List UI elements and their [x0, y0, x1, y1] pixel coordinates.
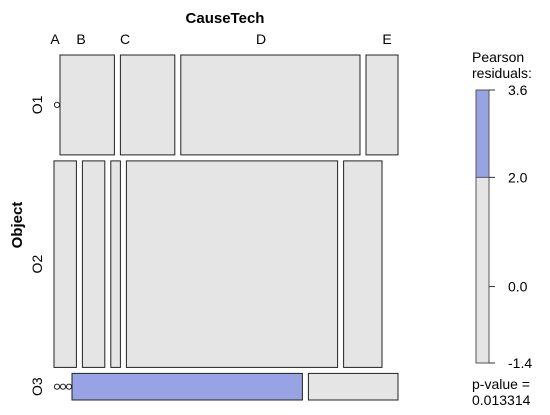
zero-cell-O3-A [53, 383, 61, 390]
y-tick-O2: O2 [29, 255, 45, 274]
tile-O3-D [71, 372, 303, 401]
legend-title-line2: residuals: [472, 65, 532, 81]
x-tick-E: E [382, 31, 391, 47]
y-axis-title: Object [9, 202, 26, 249]
tile-O1-E [365, 54, 399, 156]
tile-O3-E [307, 372, 399, 401]
tile-O1-D [180, 54, 361, 156]
p-value: 0.013314 [472, 392, 531, 408]
y-tick-O3: O3 [29, 377, 45, 396]
y-tick-O1: O1 [29, 95, 45, 114]
mosaic-tiles [53, 54, 399, 401]
legend-tick-label: 0.0 [508, 279, 528, 295]
legend-positive-band [475, 89, 490, 178]
x-tick-D: D [256, 31, 266, 47]
x-tick-A: A [50, 31, 60, 47]
legend-color-bar [475, 89, 490, 364]
legend-ticks: 3.6 2.0 0.0 -1.4 [489, 82, 532, 371]
zero-cell-O3-B [59, 383, 67, 390]
x-axis-title: CauseTech [186, 10, 265, 27]
legend-tick-label: 3.6 [508, 82, 528, 98]
tile-O1-B [59, 54, 115, 156]
tile-O2-C [110, 160, 121, 368]
y-tick-labels: O1 O2 O3 [29, 95, 45, 396]
tile-O1-C [119, 54, 176, 156]
tile-O2-B [81, 160, 106, 368]
legend-title-line1: Pearson [472, 49, 524, 65]
zero-cell-O1-A [53, 101, 61, 109]
tile-O2-D [125, 160, 339, 368]
legend-tick-label: 2.0 [508, 169, 528, 185]
x-tick-C: C [120, 31, 130, 47]
tile-O2-A [53, 160, 77, 368]
x-tick-B: B [76, 31, 85, 47]
zero-cell-O3-C [65, 383, 73, 390]
legend-tick-label: -1.4 [508, 355, 532, 371]
p-value-label: p-value = [472, 376, 530, 392]
tile-O2-E [343, 160, 383, 368]
